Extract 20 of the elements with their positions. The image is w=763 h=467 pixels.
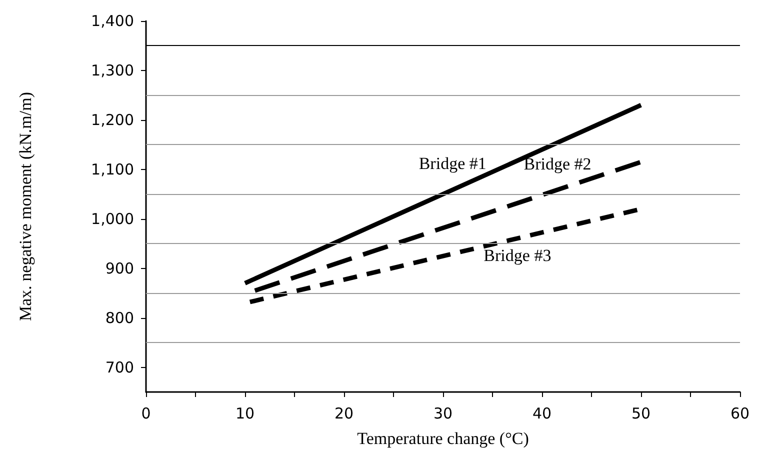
y-tick-label: 900 [105,259,134,278]
y-tick-label: 1,200 [91,110,134,129]
x-tick-label: 40 [532,404,552,422]
series-label: Bridge #3 [484,246,552,265]
x-tick-label: 30 [433,404,453,422]
y-tick-label: 700 [105,358,134,376]
series-label: Bridge #2 [524,154,592,174]
y-tick-label: 800 [105,308,134,327]
x-tick-label: 0 [141,404,151,422]
series-label: Bridge #1 [418,154,486,174]
y-tick-label: 1,400 [91,12,134,30]
y-tick-label: 1,000 [91,210,134,228]
x-tick-label: 10 [235,404,255,422]
x-tick-label: 20 [334,404,354,422]
x-axis-title: Temperature change (°C) [357,429,529,448]
y-tick-label: 1,100 [91,160,134,178]
x-tick-label: 60 [730,404,750,422]
y-axis-title: Max. negative moment (kN.m/m) [16,92,35,321]
y-tick-label: 1,300 [91,61,134,80]
x-tick-label: 50 [631,404,651,422]
